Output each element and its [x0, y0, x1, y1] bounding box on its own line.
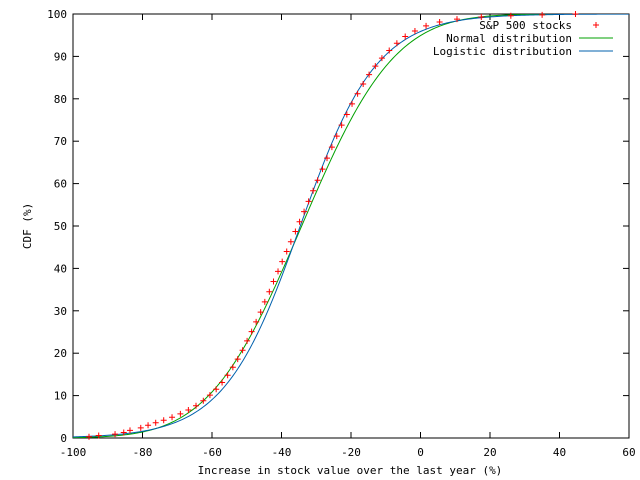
- data-point: [378, 55, 385, 62]
- data-point: [85, 433, 92, 440]
- x-tick-label: 40: [553, 446, 566, 459]
- data-point: [328, 144, 335, 151]
- data-point: [234, 356, 241, 363]
- data-point: [453, 16, 460, 23]
- y-tick-label: 20: [54, 347, 67, 360]
- data-point: [366, 71, 373, 78]
- data-point: [296, 218, 303, 225]
- x-tick-label: 0: [417, 446, 424, 459]
- fitted-curves: [73, 14, 629, 438]
- x-axis-label: Increase in stock value over the last ye…: [198, 464, 503, 477]
- y-tick-label: 40: [54, 262, 67, 275]
- y-tick-label: 30: [54, 305, 67, 318]
- data-point: [229, 364, 236, 371]
- data-point: [152, 419, 159, 426]
- data-point: [224, 372, 231, 379]
- data-point: [266, 288, 273, 295]
- data-point: [319, 166, 326, 173]
- x-tick-label: -20: [341, 446, 361, 459]
- data-point: [120, 429, 127, 436]
- y-axis-label: CDF (%): [21, 203, 34, 249]
- data-point: [314, 177, 321, 184]
- data-point: [200, 397, 207, 404]
- data-point: [372, 63, 379, 70]
- data-point: [310, 187, 317, 194]
- y-tick-label: 50: [54, 220, 67, 233]
- axes: -100 -80 -60 -40 -20 0 20 40 60 0 10 20 30 40 50 60 70 80…: [47, 8, 636, 459]
- data-point: [145, 422, 152, 429]
- data-points: [85, 11, 579, 440]
- data-point: [160, 417, 167, 424]
- data-point: [126, 427, 133, 434]
- data-point: [349, 100, 356, 107]
- x-tick-label: -40: [272, 446, 292, 459]
- data-point: [257, 309, 264, 316]
- legend-label: Logistic distribution: [433, 45, 572, 58]
- data-point: [301, 208, 308, 215]
- data-point: [279, 258, 286, 265]
- data-point: [305, 198, 312, 205]
- data-point: [411, 27, 418, 34]
- y-tick-label: 60: [54, 178, 67, 191]
- data-point: [539, 11, 546, 18]
- y-tick-label: 10: [54, 390, 67, 403]
- data-point: [343, 111, 350, 118]
- x-tick-label: 20: [483, 446, 496, 459]
- legend-label: Normal distribution: [446, 32, 572, 45]
- y-tick-label: 90: [54, 50, 67, 63]
- data-point: [287, 238, 294, 245]
- data-point: [193, 402, 200, 409]
- x-tick-label: 60: [622, 446, 635, 459]
- x-tick-label: -60: [202, 446, 222, 459]
- data-point: [137, 424, 144, 431]
- data-point: [354, 90, 361, 97]
- plot-border: [72, 13, 630, 439]
- y-tick-label: 70: [54, 135, 67, 148]
- data-point: [333, 133, 340, 140]
- data-point: [478, 13, 485, 20]
- data-point: [402, 33, 409, 40]
- legend-label: S&P 500 stocks: [479, 19, 572, 32]
- data-point: [423, 22, 430, 29]
- data-point: [572, 11, 579, 17]
- y-tick-label: 0: [60, 432, 67, 445]
- data-point: [360, 80, 367, 87]
- data-point: [507, 12, 514, 19]
- data-point: [261, 298, 268, 305]
- logistic-distribution-curve: [73, 14, 629, 438]
- normal-distribution-curve: [73, 14, 629, 438]
- data-point: [283, 248, 290, 255]
- data-point: [213, 386, 220, 393]
- data-point: [436, 19, 443, 26]
- legend-marker: [593, 22, 599, 28]
- y-tick-label: 100: [47, 8, 67, 21]
- data-point: [95, 432, 102, 439]
- data-point: [206, 392, 213, 399]
- data-point: [112, 431, 119, 438]
- data-point: [270, 278, 277, 285]
- data-point: [386, 47, 393, 54]
- x-tick-label: -100: [60, 446, 87, 459]
- data-point: [324, 155, 331, 162]
- data-point: [393, 40, 400, 47]
- data-point: [239, 347, 246, 354]
- x-tick-label: -80: [133, 446, 153, 459]
- data-point: [275, 268, 282, 275]
- data-point: [177, 410, 184, 417]
- data-point: [253, 318, 260, 325]
- y-tick-label: 80: [54, 93, 67, 106]
- data-point: [169, 414, 176, 421]
- data-point: [338, 122, 345, 129]
- data-point: [185, 407, 192, 414]
- data-point: [219, 379, 226, 386]
- data-point: [292, 228, 299, 235]
- data-point: [248, 328, 255, 335]
- data-point: [244, 337, 251, 344]
